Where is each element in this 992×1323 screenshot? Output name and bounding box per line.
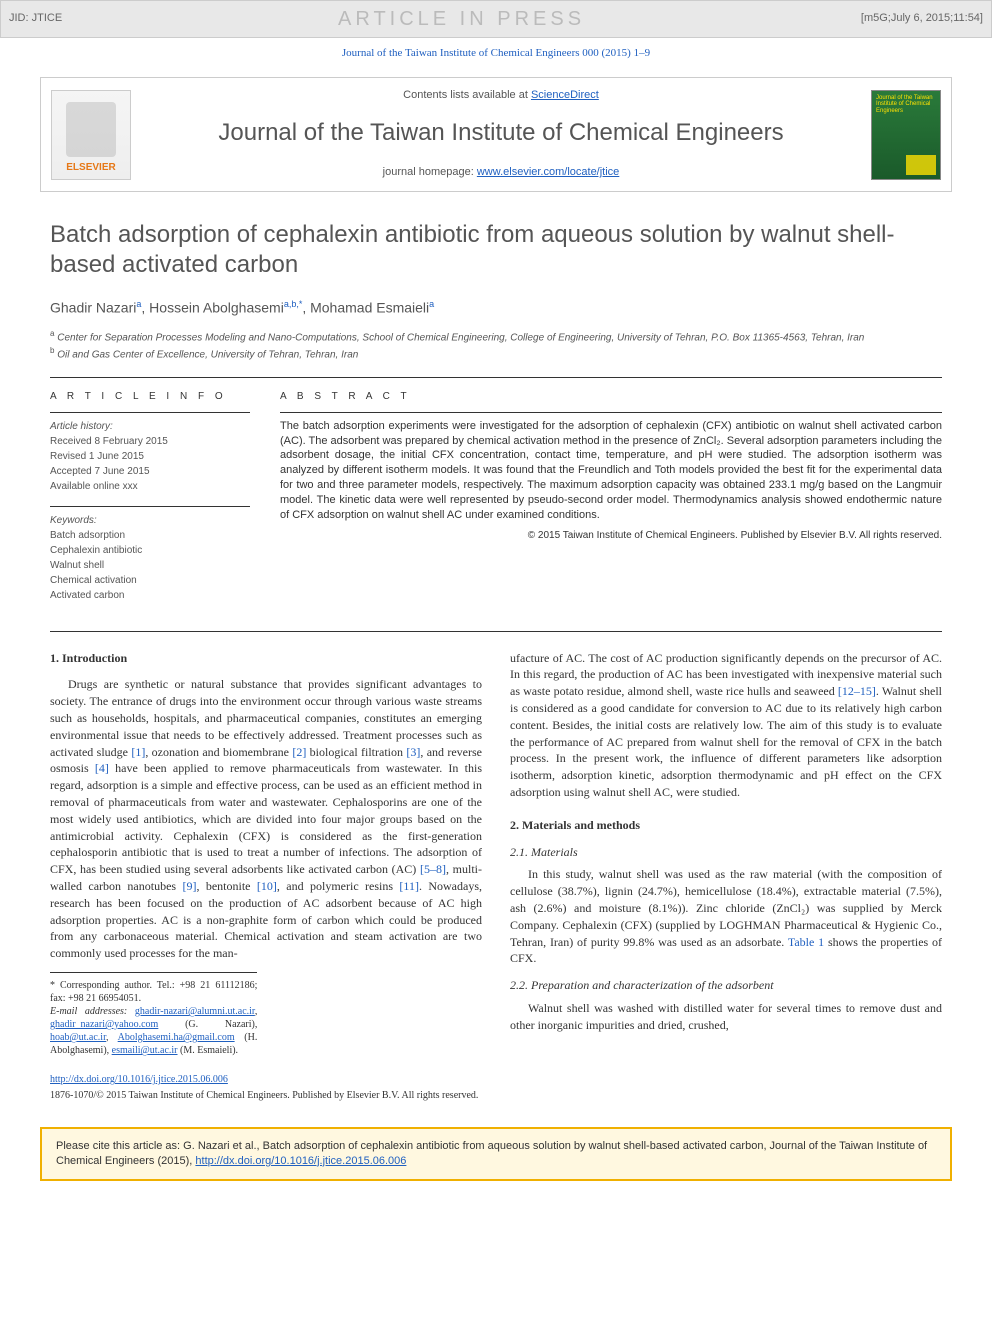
corresponding-author: * Corresponding author. Tel.: +98 21 611…	[50, 979, 257, 1005]
history-revised: Revised 1 June 2015	[50, 450, 250, 464]
keyword-2: Cephalexin antibiotic	[50, 544, 250, 558]
email-esmaieli[interactable]: esmaili@ut.ac.ir	[112, 1045, 178, 1056]
affiliations: a Center for Separation Processes Modeli…	[50, 328, 942, 363]
keywords-label: Keywords:	[50, 514, 250, 528]
jid-code: JID: JTICE	[9, 11, 62, 26]
col2-continuation: ufacture of AC. The cost of AC productio…	[510, 650, 942, 801]
article-info-heading: A R T I C L E I N F O	[50, 390, 250, 404]
affiliation-a: a Center for Separation Processes Modeli…	[50, 328, 942, 345]
article-info: A R T I C L E I N F O Article history: R…	[50, 390, 250, 615]
section-2-2-heading: 2.2. Preparation and characterization of…	[510, 977, 942, 994]
ref-1[interactable]: [1]	[131, 745, 145, 759]
s1p-c: biological filtration	[306, 745, 406, 759]
body-columns: 1. Introduction Drugs are synthetic or n…	[50, 632, 942, 1067]
email-abolghasemi-1[interactable]: hoab@ut.ac.ir	[50, 1032, 106, 1043]
affiliation-a-text: Center for Separation Processes Modeling…	[57, 332, 864, 343]
journal-name: Journal of the Taiwan Institute of Chemi…	[131, 116, 871, 150]
keyword-4: Chemical activation	[50, 574, 250, 588]
ref-4[interactable]: [4]	[95, 761, 109, 775]
section-2-1-heading: 2.1. Materials	[510, 844, 942, 861]
doi-link[interactable]: http://dx.doi.org/10.1016/j.jtice.2015.0…	[50, 1074, 228, 1085]
email-abolghasemi-2[interactable]: Abolghasemi.ha@gmail.com	[118, 1032, 235, 1043]
section-2-heading: 2. Materials and methods	[510, 817, 942, 834]
column-right: ufacture of AC. The cost of AC productio…	[510, 650, 942, 1057]
info-abstract-row: A R T I C L E I N F O Article history: R…	[50, 378, 942, 631]
contents-line: Contents lists available at ScienceDirec…	[131, 88, 871, 103]
elsevier-label: ELSEVIER	[66, 161, 115, 175]
cover-thumb-label: Journal of the Taiwan Institute of Chemi…	[876, 95, 936, 115]
name-nazari: (G. Nazari),	[158, 1019, 257, 1030]
article-history-block: Article history: Received 8 February 201…	[50, 412, 250, 494]
section-2-1-para: In this study, walnut shell was used as …	[510, 866, 942, 967]
s1p-b: , ozonation and biomembrane	[145, 745, 292, 759]
s1p-g: , bentonite	[196, 879, 256, 893]
journal-cover-thumb: Journal of the Taiwan Institute of Chemi…	[871, 90, 941, 180]
keyword-5: Activated carbon	[50, 589, 250, 603]
section-1-para: Drugs are synthetic or natural substance…	[50, 676, 482, 962]
typeset-stamp: [m5G;July 6, 2015;11:54]	[861, 11, 983, 26]
affiliation-b: b Oil and Gas Center of Excellence, Univ…	[50, 345, 942, 362]
ref-3[interactable]: [3]	[406, 745, 420, 759]
doi-line: http://dx.doi.org/10.1016/j.jtice.2015.0…	[50, 1073, 942, 1087]
email-label: E-mail addresses:	[50, 1006, 135, 1017]
keyword-1: Batch adsorption	[50, 529, 250, 543]
article-title: Batch adsorption of cephalexin antibioti…	[50, 220, 942, 280]
abstract-copyright: © 2015 Taiwan Institute of Chemical Engi…	[280, 529, 942, 543]
footnotes: * Corresponding author. Tel.: +98 21 611…	[50, 972, 257, 1057]
keywords-block: Keywords: Batch adsorption Cephalexin an…	[50, 506, 250, 603]
contents-prefix: Contents lists available at	[403, 89, 531, 101]
article-in-press-label: ARTICLE IN PRESS	[338, 5, 585, 33]
journal-reference-line: Journal of the Taiwan Institute of Chemi…	[0, 38, 992, 69]
abstract: A B S T R A C T The batch adsorption exp…	[280, 390, 942, 615]
ref-2[interactable]: [2]	[292, 745, 306, 759]
s1p-e: have been applied to remove pharmaceutic…	[50, 761, 482, 876]
cite-text: Please cite this article as: G. Nazari e…	[56, 1140, 927, 1167]
c2-b: . Walnut shell is considered as a good c…	[510, 684, 942, 799]
s1p-h: , and polymeric resins	[277, 879, 400, 893]
elsevier-logo: ELSEVIER	[51, 90, 131, 180]
email-nazari-2[interactable]: ghadir_nazari@yahoo.com	[50, 1019, 158, 1030]
section-2-2-para: Walnut shell was washed with distilled w…	[510, 1000, 942, 1034]
ref-11[interactable]: [11]	[399, 879, 419, 893]
abstract-text: The batch adsorption experiments were in…	[280, 412, 942, 523]
ref-9[interactable]: [9]	[182, 879, 196, 893]
journal-reference-link[interactable]: Journal of the Taiwan Institute of Chemi…	[342, 47, 650, 59]
cite-this-article-box: Please cite this article as: G. Nazari e…	[40, 1127, 952, 1181]
ref-10[interactable]: [10]	[257, 879, 277, 893]
elsevier-tree-icon	[66, 102, 116, 157]
affiliation-b-text: Oil and Gas Center of Excellence, Univer…	[57, 350, 358, 361]
in-press-banner: JID: JTICE ARTICLE IN PRESS [m5G;July 6,…	[0, 0, 992, 38]
name-esmaieli: (M. Esmaieli).	[178, 1045, 239, 1056]
author-list: Ghadir Nazaria, Hossein Abolghasemia,b,*…	[50, 298, 942, 318]
cite-doi-link[interactable]: http://dx.doi.org/10.1016/j.jtice.2015.0…	[195, 1155, 406, 1167]
ref-5-8[interactable]: [5–8]	[420, 862, 446, 876]
sciencedirect-link[interactable]: ScienceDirect	[531, 89, 599, 101]
history-online: Available online xxx	[50, 480, 250, 494]
homepage-prefix: journal homepage:	[383, 166, 477, 178]
bottom-copyright: 1876-1070/© 2015 Taiwan Institute of Che…	[50, 1089, 942, 1103]
email-nazari-1[interactable]: ghadir-nazari@alumni.ut.ac.ir	[135, 1006, 255, 1017]
column-left: 1. Introduction Drugs are synthetic or n…	[50, 650, 482, 1057]
homepage-link[interactable]: www.elsevier.com/locate/jtice	[477, 166, 619, 178]
abstract-heading: A B S T R A C T	[280, 390, 942, 404]
ref-12-15[interactable]: [12–15]	[838, 684, 876, 698]
emails-line: E-mail addresses: ghadir-nazari@alumni.u…	[50, 1005, 257, 1057]
history-received: Received 8 February 2015	[50, 435, 250, 449]
section-1-heading: 1. Introduction	[50, 650, 482, 667]
history-accepted: Accepted 7 June 2015	[50, 465, 250, 479]
article-history-label: Article history:	[50, 420, 250, 434]
cover-thumb-accent	[906, 155, 936, 175]
homepage-line: journal homepage: www.elsevier.com/locat…	[131, 165, 871, 180]
journal-header: ELSEVIER Contents lists available at Sci…	[40, 77, 952, 191]
article-main: Batch adsorption of cephalexin antibioti…	[0, 200, 992, 1113]
header-center: Contents lists available at ScienceDirec…	[131, 88, 871, 180]
keyword-3: Walnut shell	[50, 559, 250, 573]
table-1-ref[interactable]: Table 1	[788, 935, 824, 949]
